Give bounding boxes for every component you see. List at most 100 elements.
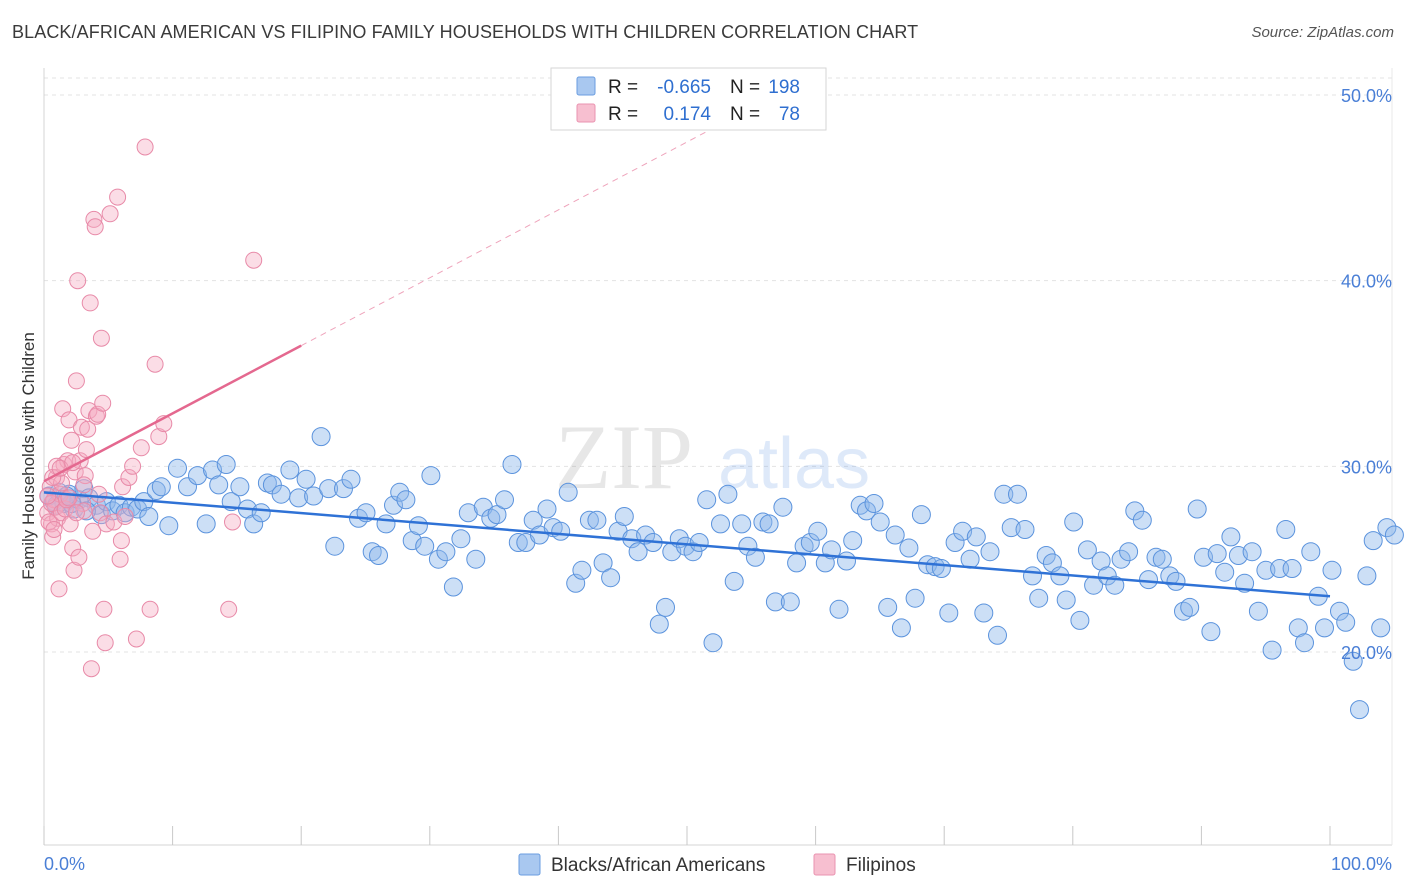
bottom-legend: Blacks/African Americans Filipinos: [518, 853, 916, 876]
point-blacks-115: [800, 533, 820, 552]
point-filipinos-73: [75, 476, 93, 494]
point-blacks-44: [304, 486, 324, 506]
point-blacks-143: [994, 484, 1014, 504]
point-filipinos-55: [114, 478, 132, 496]
legend-n-value-2: 78: [779, 104, 800, 125]
legend-swatch-pink: [576, 103, 596, 123]
point-blacks-126: [878, 597, 898, 617]
point-filipinos-48: [96, 634, 114, 652]
point-blacks-163: [1132, 510, 1152, 530]
legend-box: R = -0.665 N = 198 R = 0.174 N = 78: [550, 67, 827, 131]
point-blacks-23: [146, 481, 166, 500]
point-filipinos-44: [91, 504, 109, 522]
point-blacks-147: [1023, 566, 1042, 586]
point-blacks-47: [325, 536, 345, 556]
watermark: ZIP atlas: [555, 406, 870, 508]
point-blacks-193: [1336, 612, 1356, 632]
point-filipinos-74: [39, 487, 57, 505]
legend-r-value-2: 0.174: [663, 104, 711, 125]
watermark-atlas: atlas: [718, 424, 870, 504]
point-filipinos-23: [65, 561, 83, 579]
point-blacks-152: [1056, 590, 1076, 610]
legend-n-value-1: 198: [768, 77, 800, 98]
point-filipinos-40: [86, 218, 104, 236]
point-filipinos-19: [60, 411, 78, 429]
point-blacks-130: [905, 588, 925, 608]
point-filipinos-16: [56, 500, 74, 518]
point-blacks-86: [601, 568, 621, 588]
point-blacks-41: [280, 460, 300, 480]
point-filipinos-57: [120, 469, 138, 486]
point-blacks-179: [1242, 542, 1262, 562]
point-filipinos-21: [63, 431, 80, 449]
point-blacks-77: [537, 499, 557, 519]
point-blacks-54: [376, 514, 396, 534]
point-blacks-173: [1201, 622, 1221, 642]
point-filipinos-68: [245, 251, 263, 269]
point-blacks-110: [765, 592, 785, 612]
point-blacks-113: [787, 553, 807, 573]
x-tick-label-0: 0.0%: [44, 854, 85, 874]
bottom-legend-swatch-blue: [518, 853, 541, 876]
point-filipinos-46: [94, 394, 112, 412]
point-blacks-190: [1315, 618, 1334, 638]
point-blacks-125: [870, 512, 890, 532]
point-blacks-72: [502, 455, 522, 474]
point-blacks-144: [1001, 518, 1021, 538]
point-blacks-164: [1139, 570, 1158, 590]
y-axis-label: Family Households with Children: [19, 332, 38, 580]
point-blacks-131: [911, 505, 931, 525]
point-filipinos-29: [72, 418, 90, 436]
point-filipinos-61: [136, 138, 154, 156]
legend-r-label-2: R =: [608, 104, 638, 125]
point-blacks-155: [1077, 540, 1097, 560]
series-blacks-points: [39, 427, 1404, 720]
point-blacks-88: [614, 507, 634, 526]
point-blacks-197: [1363, 531, 1383, 551]
point-blacks-29: [196, 514, 216, 534]
point-blacks-101: [703, 633, 723, 653]
point-blacks-121: [843, 531, 863, 551]
point-blacks-28: [188, 466, 207, 486]
point-blacks-159: [1105, 575, 1125, 595]
point-blacks-142: [988, 625, 1007, 645]
point-filipinos-43: [90, 485, 108, 503]
point-filipinos-25: [67, 372, 85, 390]
point-blacks-57: [396, 490, 416, 510]
point-filipinos-59: [127, 630, 145, 648]
point-blacks-40: [271, 484, 291, 504]
point-filipinos-54: [112, 532, 130, 550]
point-blacks-188: [1301, 542, 1321, 562]
point-blacks-186: [1288, 618, 1308, 638]
point-blacks-45: [311, 427, 331, 447]
watermark-zip: ZIP: [555, 406, 693, 508]
point-blacks-120: [837, 551, 856, 571]
point-blacks-145: [1008, 484, 1027, 504]
point-blacks-80: [558, 482, 578, 502]
y-tick-label-2: 40.0%: [1341, 272, 1392, 292]
point-blacks-184: [1276, 520, 1296, 539]
point-blacks-135: [939, 603, 959, 623]
point-blacks-73: [508, 533, 528, 552]
bottom-legend-label-blue: Blacks/African Americans: [551, 855, 765, 876]
point-blacks-103: [718, 484, 738, 504]
point-blacks-119: [829, 599, 849, 619]
point-blacks-107: [745, 547, 765, 567]
point-blacks-105: [732, 514, 752, 534]
legend-r-value-1: -0.665: [657, 77, 711, 98]
point-blacks-196: [1357, 566, 1377, 586]
point-filipinos-63: [146, 355, 164, 373]
point-blacks-181: [1256, 560, 1276, 580]
point-blacks-141: [980, 542, 1000, 562]
point-blacks-82: [572, 560, 592, 580]
axes: [43, 68, 1393, 846]
point-blacks-182: [1262, 640, 1282, 660]
point-blacks-175: [1215, 562, 1235, 582]
point-blacks-167: [1160, 566, 1180, 586]
point-blacks-185: [1282, 559, 1302, 578]
point-blacks-170: [1180, 597, 1200, 617]
trend-line-filipinos-extended: [300, 127, 713, 347]
point-blacks-52: [362, 542, 382, 562]
point-blacks-122: [850, 495, 870, 515]
point-blacks-66: [458, 503, 478, 523]
